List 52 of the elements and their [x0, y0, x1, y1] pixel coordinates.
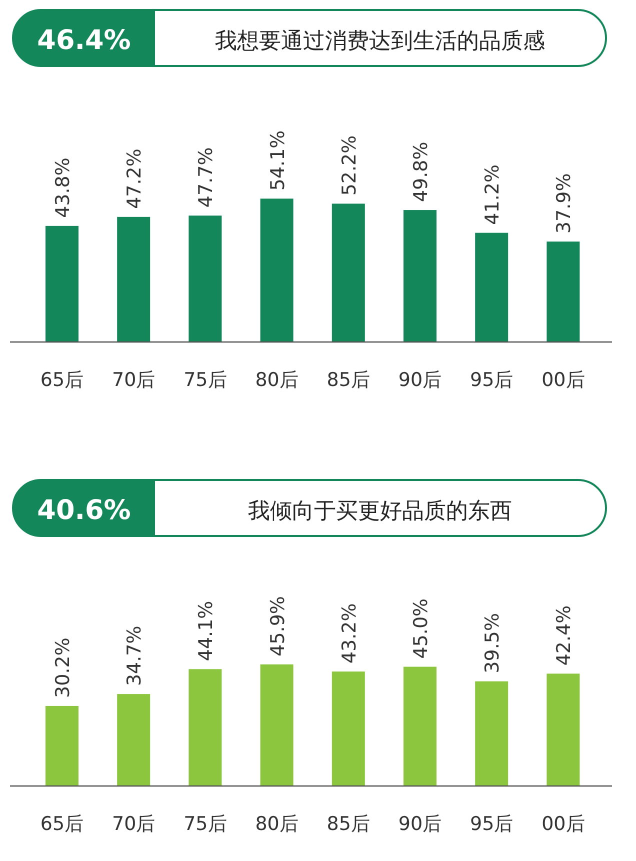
- bar: [188, 669, 222, 786]
- data-label: 41.2%: [482, 164, 504, 225]
- data-label: 45.9%: [266, 596, 289, 656]
- data-label: 47.2%: [124, 148, 146, 209]
- bar: [546, 242, 580, 342]
- bar: [260, 664, 294, 786]
- x-tick-label: 95后: [470, 813, 514, 835]
- data-label: 39.5%: [482, 612, 504, 674]
- bar: [188, 216, 222, 342]
- bar: [117, 216, 150, 342]
- x-tick-label: 65后: [40, 813, 84, 835]
- bar: [46, 226, 78, 342]
- data-label: 30.2%: [52, 638, 74, 698]
- bar: [404, 210, 436, 342]
- x-tick-label: 90后: [398, 813, 442, 835]
- bar: [475, 681, 508, 786]
- data-label: 42.4%: [553, 605, 576, 666]
- text: 46.4%: [37, 25, 131, 56]
- bar: [332, 204, 365, 342]
- data-label: 34.7%: [124, 626, 146, 686]
- data-label: 54.1%: [266, 130, 289, 191]
- bar: [332, 672, 365, 786]
- x-tick-label: 80后: [255, 369, 298, 391]
- x-tick-label: 85后: [326, 813, 370, 835]
- bar: [117, 694, 150, 786]
- x-tick-label: 95后: [470, 369, 514, 391]
- chart-title: 我倾向于买更好品质的东西: [248, 499, 512, 524]
- bar: [260, 198, 294, 342]
- x-tick-label: 80后: [255, 813, 298, 835]
- x-tick-label: 70后: [112, 813, 156, 835]
- bar: [46, 706, 78, 786]
- data-label: 47.7%: [195, 147, 218, 208]
- bar: [475, 232, 508, 342]
- x-tick-label: 65后: [40, 369, 84, 391]
- chart-title: 我想要通过消费达到生活的品质感: [215, 29, 545, 54]
- x-tick-label: 75后: [184, 369, 227, 391]
- x-tick-label: 75后: [184, 813, 227, 835]
- data-label: 52.2%: [338, 135, 360, 196]
- data-label: 45.0%: [410, 598, 432, 659]
- data-label: 43.2%: [338, 603, 360, 664]
- x-tick-label: 90后: [398, 369, 442, 391]
- bar: [546, 674, 580, 786]
- text: 40.6%: [37, 495, 131, 526]
- x-tick-label: 85后: [326, 369, 370, 391]
- x-tick-label: 70后: [112, 369, 156, 391]
- data-label: 43.8%: [52, 158, 74, 218]
- x-tick-label: 00后: [542, 369, 585, 391]
- data-label: 37.9%: [553, 173, 576, 234]
- data-label: 49.8%: [410, 142, 432, 202]
- bar: [404, 666, 436, 786]
- data-label: 44.1%: [195, 600, 218, 662]
- x-tick-label: 00后: [542, 813, 585, 835]
